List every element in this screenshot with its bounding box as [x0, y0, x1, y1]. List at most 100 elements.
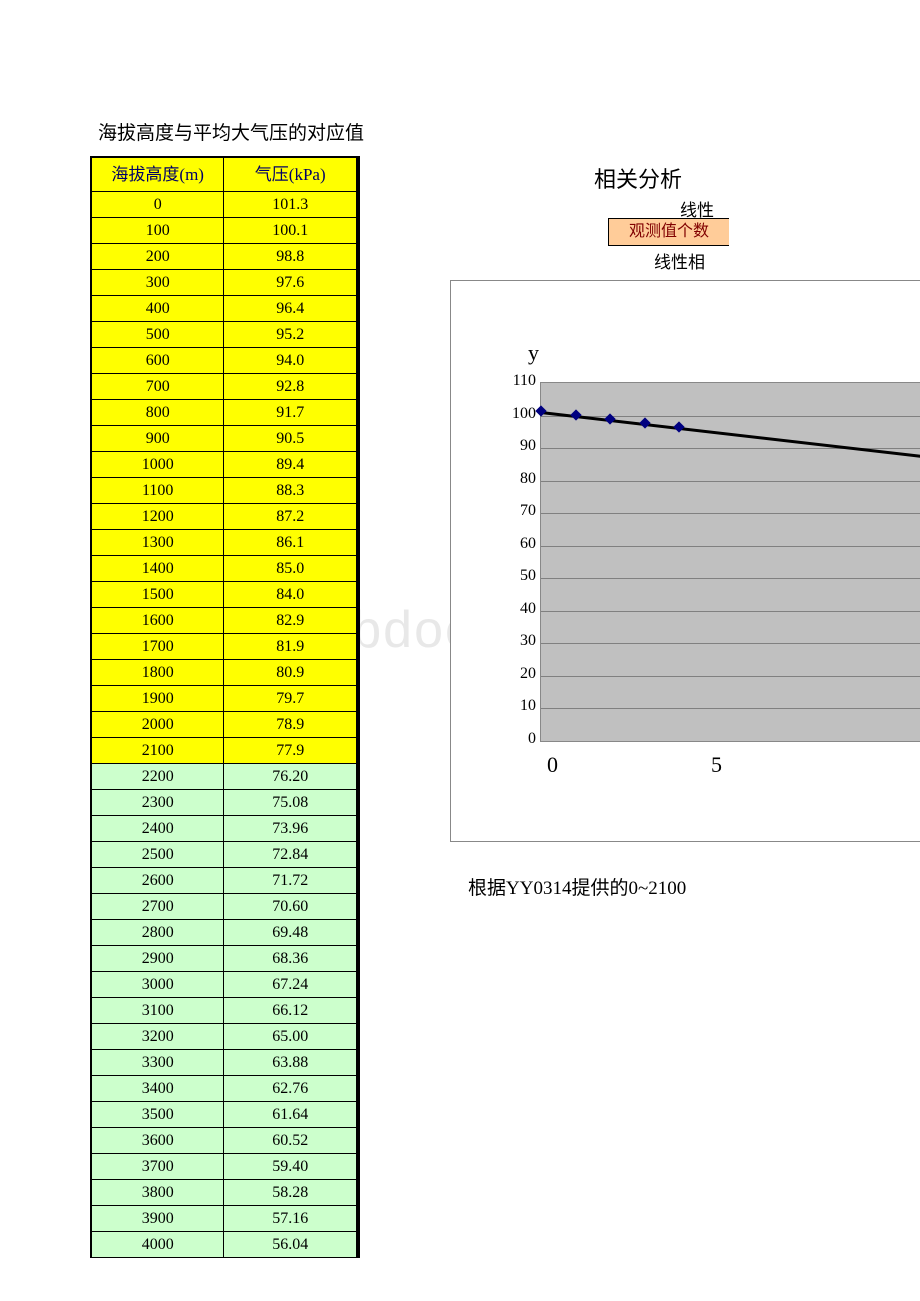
- y-tick-label: 40: [498, 600, 536, 618]
- table-cell: 79.7: [224, 686, 358, 712]
- table-cell: 84.0: [224, 582, 358, 608]
- table-cell: 3400: [91, 1076, 224, 1102]
- table-cell: 101.3: [224, 192, 358, 218]
- table-cell: 200: [91, 244, 224, 270]
- table-row: 290068.36: [91, 946, 358, 972]
- table-row: 170081.9: [91, 634, 358, 660]
- table-row: 70092.8: [91, 374, 358, 400]
- table-cell: 69.48: [224, 920, 358, 946]
- gridline: [541, 416, 920, 417]
- table-row: 270070.60: [91, 894, 358, 920]
- table-cell: 2400: [91, 816, 224, 842]
- altitude-pressure-table: 海拔高度(m) 气压(kPa) 0101.3100100.120098.8300…: [90, 156, 360, 1258]
- y-tick-label: 0: [498, 730, 536, 748]
- analysis-sub2: 线性相: [654, 248, 705, 273]
- table-cell: 3600: [91, 1128, 224, 1154]
- gridline: [541, 513, 920, 514]
- y-tick-label: 80: [498, 470, 536, 488]
- table-cell: 100: [91, 218, 224, 244]
- table-row: 120087.2: [91, 504, 358, 530]
- table-cell: 96.4: [224, 296, 358, 322]
- table-row: 250072.84: [91, 842, 358, 868]
- table-cell: 1100: [91, 478, 224, 504]
- table-row: 60094.0: [91, 348, 358, 374]
- table-cell: 73.96: [224, 816, 358, 842]
- table-cell: 97.6: [224, 270, 358, 296]
- y-tick-label: 90: [498, 437, 536, 455]
- table-cell: 100.1: [224, 218, 358, 244]
- table-cell: 1400: [91, 556, 224, 582]
- table-cell: 98.8: [224, 244, 358, 270]
- table-cell: 2700: [91, 894, 224, 920]
- data-marker: [639, 418, 650, 429]
- gridline: [541, 481, 920, 482]
- table-row: 260071.72: [91, 868, 358, 894]
- table-cell: 2500: [91, 842, 224, 868]
- y-tick-label: 50: [498, 567, 536, 585]
- col-header-altitude: 海拔高度(m): [91, 157, 224, 192]
- table-row: 220076.20: [91, 764, 358, 790]
- table-cell: 81.9: [224, 634, 358, 660]
- table-cell: 1800: [91, 660, 224, 686]
- table-row: 320065.00: [91, 1024, 358, 1050]
- y-tick-label: 20: [498, 665, 536, 683]
- table-cell: 87.2: [224, 504, 358, 530]
- table-cell: 1700: [91, 634, 224, 660]
- table-cell: 63.88: [224, 1050, 358, 1076]
- table-row: 280069.48: [91, 920, 358, 946]
- trend-line: [541, 411, 920, 457]
- table-cell: 1200: [91, 504, 224, 530]
- table-row: 190079.7: [91, 686, 358, 712]
- table-row: 240073.96: [91, 816, 358, 842]
- data-marker: [570, 410, 581, 421]
- table-cell: 57.16: [224, 1206, 358, 1232]
- y-axis-label: y: [528, 340, 539, 366]
- table-cell: 1500: [91, 582, 224, 608]
- table-cell: 65.00: [224, 1024, 358, 1050]
- table-cell: 61.64: [224, 1102, 358, 1128]
- table-cell: 3200: [91, 1024, 224, 1050]
- table-cell: 86.1: [224, 530, 358, 556]
- table-row: 50095.2: [91, 322, 358, 348]
- table-cell: 68.36: [224, 946, 358, 972]
- table-row: 200078.9: [91, 712, 358, 738]
- col-header-pressure: 气压(kPa): [224, 157, 358, 192]
- table-row: 340062.76: [91, 1076, 358, 1102]
- table-cell: 76.20: [224, 764, 358, 790]
- table-cell: 2100: [91, 738, 224, 764]
- table-cell: 62.76: [224, 1076, 358, 1102]
- y-tick-label: 100: [498, 405, 536, 423]
- table-cell: 89.4: [224, 452, 358, 478]
- gridline: [541, 676, 920, 677]
- info-box: 观测值个数: [608, 218, 729, 246]
- gridline: [541, 546, 920, 547]
- table-row: 400056.04: [91, 1232, 358, 1258]
- table-row: 80091.7: [91, 400, 358, 426]
- table-cell: 1600: [91, 608, 224, 634]
- table-cell: 91.7: [224, 400, 358, 426]
- table-row: 110088.3: [91, 478, 358, 504]
- table-cell: 900: [91, 426, 224, 452]
- table-cell: 66.12: [224, 998, 358, 1024]
- gridline: [541, 611, 920, 612]
- table-cell: 2900: [91, 946, 224, 972]
- y-tick-label: 30: [498, 632, 536, 650]
- table-cell: 58.28: [224, 1180, 358, 1206]
- table-cell: 1300: [91, 530, 224, 556]
- table-cell: 1000: [91, 452, 224, 478]
- y-tick-label: 110: [498, 372, 536, 390]
- data-marker: [674, 422, 685, 433]
- table-cell: 2600: [91, 868, 224, 894]
- table-cell: 82.9: [224, 608, 358, 634]
- table-cell: 600: [91, 348, 224, 374]
- table-cell: 80.9: [224, 660, 358, 686]
- table-row: 140085.0: [91, 556, 358, 582]
- table-row: 130086.1: [91, 530, 358, 556]
- y-tick-label: 60: [498, 535, 536, 553]
- table-cell: 59.40: [224, 1154, 358, 1180]
- table-row: 300067.24: [91, 972, 358, 998]
- plot-area: [540, 382, 920, 742]
- table-row: 150084.0: [91, 582, 358, 608]
- table-cell: 4000: [91, 1232, 224, 1258]
- table-cell: 77.9: [224, 738, 358, 764]
